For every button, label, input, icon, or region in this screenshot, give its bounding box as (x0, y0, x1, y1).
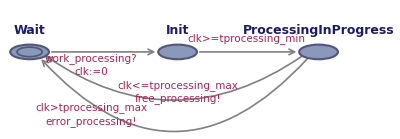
Text: clk>=tprocessing_min: clk>=tprocessing_min (187, 33, 305, 44)
Text: Wait: Wait (14, 24, 46, 37)
Text: work_processing?
clk:=0: work_processing? clk:=0 (45, 54, 138, 77)
Circle shape (10, 45, 49, 59)
Text: clk>tprocessing_max
error_processing!: clk>tprocessing_max error_processing! (35, 102, 147, 126)
Circle shape (299, 45, 338, 59)
Text: ProcessingInProgress: ProcessingInProgress (243, 24, 394, 37)
Text: clk<=tprocessing_max
free_processing!: clk<=tprocessing_max free_processing! (117, 80, 238, 104)
Circle shape (17, 47, 42, 57)
Text: Init: Init (166, 24, 189, 37)
Circle shape (158, 45, 197, 59)
